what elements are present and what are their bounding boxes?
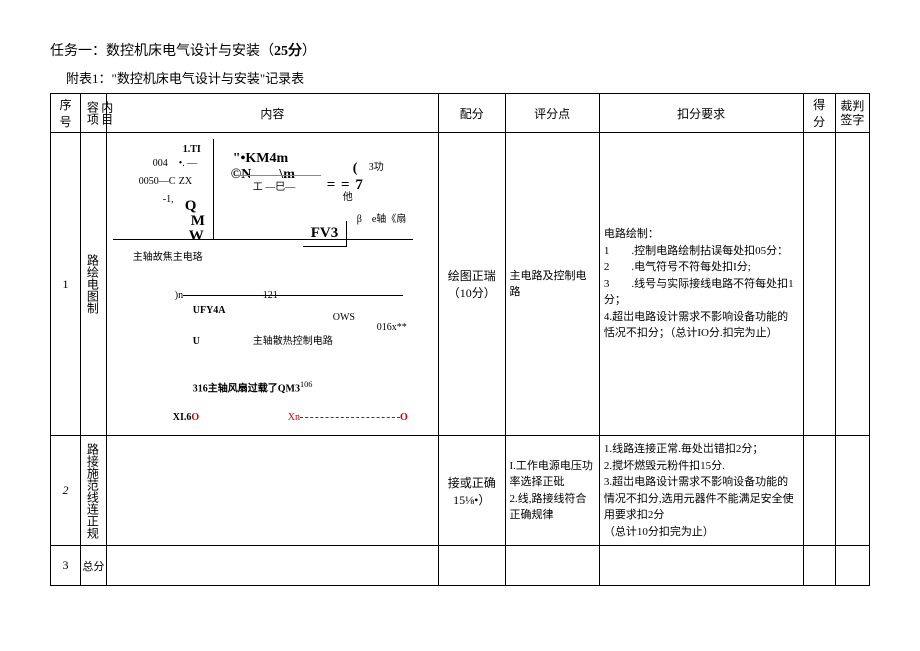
row1-evalpt: 主电路及控制电路 bbox=[505, 133, 599, 436]
diag-fv3: FV3 bbox=[303, 221, 348, 247]
row3-content bbox=[106, 546, 438, 586]
diag-cooling: 主轴散热控制电路 bbox=[253, 335, 333, 349]
diag-fan: 316主轴风扇过载了QM3106 bbox=[193, 379, 313, 396]
row1-seq: 1 bbox=[51, 133, 81, 436]
diag-label: 016x** bbox=[377, 321, 407, 335]
diag-label: -1, bbox=[163, 193, 174, 207]
table-row: 2 路接施范线连正规 接或正确15⅛•） I.工作电源电压功率选择正砒 2.线,… bbox=[51, 436, 870, 546]
col-score: 得分 bbox=[803, 94, 835, 133]
table-row: 1 路绘电图制 1.TI 004 •. — 0050—C -1, ZX "•KM… bbox=[51, 133, 870, 436]
row1-score bbox=[803, 133, 835, 436]
page-title: 任务一：数控机床电气设计与安装（25分） bbox=[50, 40, 870, 60]
diag-fault: 主轴故焦主电珞 bbox=[133, 251, 203, 265]
title-main: 数控机床电气设计与安装（ bbox=[106, 44, 274, 59]
diag-label: U bbox=[193, 335, 200, 349]
diag-xi6: XI.6O bbox=[173, 411, 199, 425]
row3-sign bbox=[835, 546, 869, 586]
diag-line bbox=[213, 139, 214, 239]
diag-label: 1.TI bbox=[183, 143, 201, 157]
diag-label: •. — bbox=[179, 157, 198, 171]
row3-item: 总分 bbox=[81, 546, 107, 586]
row1-sign bbox=[835, 133, 869, 436]
row2-sign bbox=[835, 436, 869, 546]
diag-label: )n bbox=[175, 289, 183, 303]
diag-label: 0050—C bbox=[139, 175, 176, 189]
row1-content-diagram: 1.TI 004 •. — 0050—C -1, ZX "•KM4m ©N \m… bbox=[106, 133, 438, 436]
diag-line bbox=[113, 239, 413, 240]
subtitle: 附表1："数控机床电气设计与安装"记录表 bbox=[66, 68, 870, 87]
row2-content bbox=[106, 436, 438, 546]
row2-score bbox=[803, 436, 835, 546]
diag-xn: XnO bbox=[288, 411, 408, 425]
title-suffix: ） bbox=[302, 44, 316, 59]
col-alloc: 配分 bbox=[439, 94, 505, 133]
table-header-row: 序号 内目容项 内容 配分 评分点 扣分要求 得分 裁判签字 bbox=[51, 94, 870, 133]
record-table: 序号 内目容项 内容 配分 评分点 扣分要求 得分 裁判签字 1 路绘电图制 1… bbox=[50, 93, 870, 586]
row2-evalpt: I.工作电源电压功率选择正砒 2.线,路接线符合正确规律 bbox=[505, 436, 599, 546]
diag-label: β e轴《扇 bbox=[357, 213, 407, 227]
row3-alloc bbox=[439, 546, 505, 586]
row3-seq: 3 bbox=[51, 546, 81, 586]
diag-label: 121 bbox=[263, 289, 278, 303]
row2-item: 路接施范线连正规 bbox=[81, 436, 107, 546]
table-row: 3 总分 bbox=[51, 546, 870, 586]
diag-label: 他 bbox=[343, 191, 353, 205]
diag-label: 004 bbox=[153, 157, 168, 171]
diag-line bbox=[183, 295, 403, 296]
row3-deduct bbox=[599, 546, 803, 586]
diag-line bbox=[237, 175, 321, 176]
row2-alloc: 接或正确15⅛•） bbox=[439, 436, 505, 546]
diag-label: 工 —巳— bbox=[253, 181, 296, 195]
diag-label: UFY4A bbox=[193, 304, 226, 318]
subtitle-prefix: 附表1： bbox=[66, 71, 112, 86]
row1-item: 路绘电图制 bbox=[81, 133, 107, 436]
col-evalpt: 评分点 bbox=[505, 94, 599, 133]
title-score: 25分 bbox=[274, 44, 302, 59]
row3-evalpt bbox=[505, 546, 599, 586]
col-sign: 裁判签字 bbox=[835, 94, 869, 133]
row2-seq: 2 bbox=[51, 436, 81, 546]
subtitle-main: "数控机床电气设计与安装"记录表 bbox=[112, 71, 305, 86]
diag-label: OWS bbox=[333, 311, 355, 325]
col-deduct: 扣分要求 bbox=[599, 94, 803, 133]
col-item: 内目容项 bbox=[81, 94, 107, 133]
col-seq: 序号 bbox=[51, 94, 81, 133]
row2-deduct: 1.线路连接正常.毎处岀错扣2分； 2.搅坏燃毁元粉件扣15分. 3.超岀电路设… bbox=[599, 436, 803, 546]
title-prefix: 任务一： bbox=[50, 44, 106, 59]
row1-alloc: 绘图正瑞（10分） bbox=[439, 133, 505, 436]
row1-deduct: 电路绘制： 1 .控制电路绘制拈误每处扣05分： 2 .电气符号不符每处扣I分;… bbox=[599, 133, 803, 436]
col-content: 内容 bbox=[106, 94, 438, 133]
diag-label: 3功 bbox=[369, 161, 384, 175]
row3-score bbox=[803, 546, 835, 586]
diag-label: ZX bbox=[179, 175, 192, 189]
diag-qmw: QMW bbox=[185, 199, 205, 244]
